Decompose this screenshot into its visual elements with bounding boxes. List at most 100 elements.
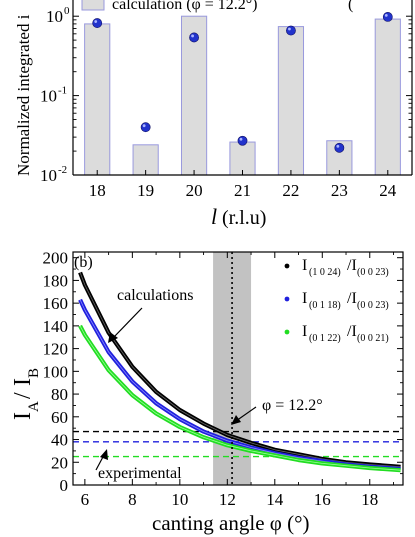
arrowhead-experimental — [100, 449, 108, 460]
x-axis-variable: l — [211, 204, 217, 229]
point-19 — [140, 122, 151, 133]
bar-series — [84, 15, 401, 176]
y-tick-label: 140 — [43, 317, 69, 336]
y-tick-label: 120 — [43, 340, 69, 359]
x-tick-label: 18 — [89, 181, 106, 200]
y-tick-label: 80 — [51, 385, 68, 404]
y-tick-exp: -2 — [58, 164, 67, 176]
point-18 — [92, 18, 103, 28]
x-tick-label: 23 — [331, 181, 348, 200]
y-tick-label: 160 — [43, 294, 69, 313]
x-tick-label: 16 — [314, 490, 331, 509]
panel-b-legend: I (1 0 24)/I (0 0 23)I (0 1 18)/I (0 0 23)I(… — [284, 257, 389, 344]
x-tick-label: 22 — [282, 181, 299, 200]
bar-22 — [277, 26, 305, 176]
curve-core-0 — [79, 272, 401, 468]
legend-marker-0 — [284, 263, 290, 269]
point-highlight-20 — [191, 34, 194, 38]
panel-b-axes: 0 20 40 60 80 100 120 140 160 180 200 6 8 10 12 14 16 18 — [43, 249, 404, 509]
svg-text:I: I — [10, 412, 36, 420]
x-tick-label: 19 — [137, 181, 154, 200]
arrow-calculations — [112, 307, 143, 339]
point-highlight-24 — [384, 14, 388, 17]
point-series — [92, 12, 393, 153]
legend-label-sub2: (0 0 21) — [357, 333, 389, 344]
legend-label-cut: ( — [348, 0, 353, 13]
annotation-calculations: calculations — [117, 287, 193, 304]
y-tick-label: 20 — [51, 453, 68, 472]
legend-swatch-calculation — [81, 0, 105, 11]
legend-label-sub: (1 0 24) — [309, 267, 341, 278]
point-highlight-22 — [288, 27, 291, 31]
y-tick-label: 0 — [60, 476, 69, 495]
legend-label-base: I — [302, 257, 307, 274]
point-highlight-23 — [336, 144, 340, 148]
y-axis-label-a: Normalized integrated i — [14, 14, 33, 176]
annotation-phi: φ = 12.2° — [262, 397, 323, 414]
svg-text:B: B — [26, 368, 42, 378]
point-highlight-18 — [94, 20, 98, 23]
legend-label-sep: /I — [347, 323, 357, 340]
y-tick-label: 10 — [40, 87, 57, 106]
legend-label-sep: /I — [347, 257, 357, 274]
arrowhead-phi — [231, 415, 241, 425]
x-tick-label: 12 — [219, 490, 236, 509]
bar-18 — [84, 23, 111, 176]
x-axis-label-b: canting angle φ (°) — [152, 511, 310, 535]
annotation-experimental: experimental — [98, 465, 182, 482]
y-tick-exp: 0 — [64, 5, 70, 17]
legend-marker-2 — [284, 329, 290, 335]
point-23 — [334, 142, 345, 153]
point-highlight-21 — [239, 137, 243, 141]
y-tick-label: 200 — [43, 249, 69, 268]
x-axis-label-a: l (r.l.u) — [211, 204, 266, 229]
svg-text:I: I — [10, 378, 36, 386]
legend-marker-1 — [284, 296, 290, 302]
y-tick-label: 180 — [43, 271, 69, 290]
curve-core-2 — [79, 325, 401, 471]
svg-text:/: / — [10, 392, 36, 399]
arrowhead-calculations — [108, 332, 118, 343]
x-tick-label: 6 — [81, 490, 90, 509]
x-tick-label: 18 — [361, 490, 378, 509]
x-tick-label: 8 — [128, 490, 137, 509]
legend-label-sub2: (0 0 23) — [357, 267, 389, 278]
arrow-phi — [235, 406, 257, 422]
svg-text:A: A — [26, 401, 42, 412]
point-20 — [189, 32, 199, 43]
y-tick-label: 60 — [51, 408, 68, 427]
legend-label-sub2: (0 0 23) — [357, 300, 389, 311]
y-tick-label: 10 — [46, 7, 63, 26]
x-tick-label: 21 — [234, 181, 251, 200]
x-tick-label: 10 — [171, 490, 188, 509]
panel-a-legend: calculation (φ = 12.2°) ( — [81, 0, 353, 13]
bar-24 — [374, 18, 401, 176]
legend-label-base: I — [302, 323, 307, 340]
y-tick-label: 10 — [40, 166, 57, 185]
y-tick-exp: -1 — [58, 85, 67, 97]
y-tick-label: 40 — [51, 431, 68, 450]
y-tick-label: 100 — [43, 362, 69, 381]
bar-23 — [326, 140, 353, 176]
point-highlight-19 — [142, 124, 146, 128]
panel-b-tag: (b) — [74, 254, 93, 271]
plot-frame — [72, 251, 404, 486]
x-tick-label: 14 — [266, 490, 284, 509]
point-24 — [382, 12, 393, 22]
x-axis-unit: (r.l.u) — [222, 207, 266, 229]
legend-label-sub: (0 1 22) — [309, 333, 341, 344]
x-tick-label: 24 — [379, 181, 397, 200]
calculation-curves — [78, 271, 401, 473]
x-tick-label: 20 — [186, 181, 203, 200]
legend-label-base: I — [302, 290, 307, 307]
legend-label-calculation: calculation (φ = 12.2°) — [112, 0, 258, 13]
y-axis-label-b: I A / I B — [10, 368, 42, 420]
point-21 — [237, 135, 248, 146]
legend-label-sep: /I — [347, 290, 357, 307]
bar-20 — [180, 15, 208, 176]
legend-label-sub: (0 1 18) — [309, 300, 341, 311]
